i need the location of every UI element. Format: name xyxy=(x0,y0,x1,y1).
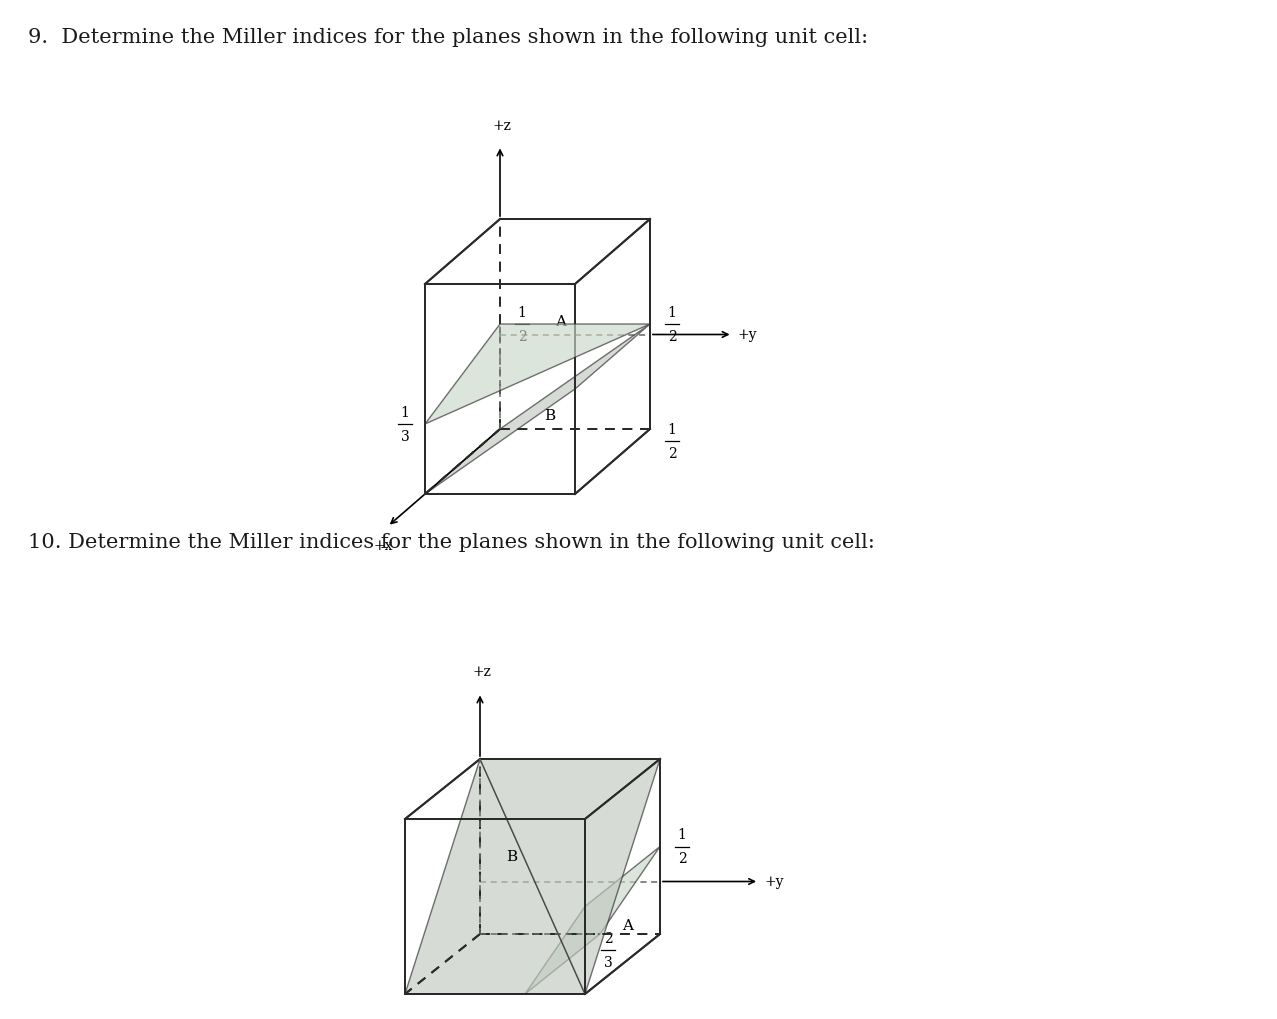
Polygon shape xyxy=(405,759,585,994)
Text: 3: 3 xyxy=(401,430,410,443)
Text: A: A xyxy=(622,918,633,932)
Text: 2: 2 xyxy=(668,330,677,343)
Text: 2: 2 xyxy=(678,852,686,866)
Text: 2: 2 xyxy=(668,446,677,461)
Text: 1: 1 xyxy=(401,406,410,420)
Text: 2: 2 xyxy=(604,931,613,945)
Text: +y: +y xyxy=(738,328,757,342)
Text: B: B xyxy=(506,849,517,863)
Text: +y: +y xyxy=(764,874,784,889)
Polygon shape xyxy=(525,847,660,994)
Text: 2: 2 xyxy=(517,330,526,343)
Polygon shape xyxy=(425,325,650,494)
Text: 10. Determine the Miller indices for the planes shown in the following unit cell: 10. Determine the Miller indices for the… xyxy=(28,533,875,551)
Text: 1: 1 xyxy=(517,306,526,320)
Text: 3: 3 xyxy=(604,955,613,969)
Text: A: A xyxy=(555,315,566,328)
Text: 1: 1 xyxy=(668,423,677,436)
Text: 1: 1 xyxy=(668,306,677,320)
Text: +z: +z xyxy=(493,118,511,132)
Text: +z: +z xyxy=(472,664,492,679)
Text: 1: 1 xyxy=(678,827,687,842)
Text: +x: +x xyxy=(374,539,393,553)
Text: B: B xyxy=(544,409,555,423)
Polygon shape xyxy=(425,325,650,425)
Text: 9.  Determine the Miller indices for the planes shown in the following unit cell: 9. Determine the Miller indices for the … xyxy=(28,28,868,47)
Polygon shape xyxy=(480,759,660,994)
